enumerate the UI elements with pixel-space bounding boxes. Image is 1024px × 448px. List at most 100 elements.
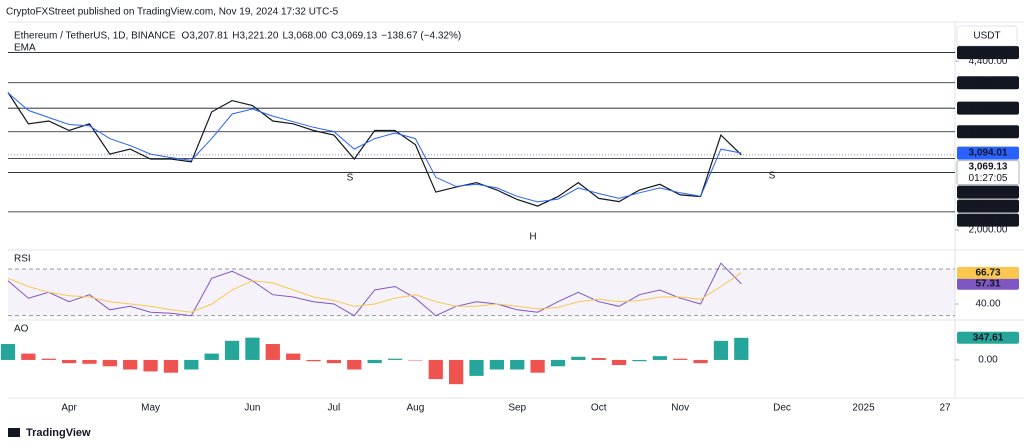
price-badge: 4,093.92 <box>969 77 1008 88</box>
ao-bar <box>306 359 321 362</box>
price-badge-bg <box>956 160 1020 186</box>
currency-box[interactable] <box>956 25 1018 47</box>
ao-bar <box>530 359 545 373</box>
ao-bar <box>449 359 464 385</box>
y-tick-label: 4,400.00 <box>969 56 1008 67</box>
ao-bar <box>571 356 586 360</box>
value-badge-bg <box>957 277 1019 290</box>
pane-title: RSI <box>14 254 31 265</box>
ao-bar <box>102 359 117 367</box>
price-badge-bg <box>957 46 1019 60</box>
price-badge: 3,017.02 <box>969 187 1008 198</box>
price-badge-bg <box>957 76 1019 90</box>
ao-bar <box>673 358 688 360</box>
x-tick-label: 27 <box>939 403 951 414</box>
price-badge: 3,732.31 <box>969 103 1008 114</box>
pane-title: AO <box>14 324 29 335</box>
tv-logo: TradingView <box>8 427 91 439</box>
ao-bar <box>184 359 199 370</box>
ao-bar <box>286 353 301 360</box>
ao-bar <box>428 359 443 380</box>
ao-bar <box>224 340 240 360</box>
ao-bar <box>469 359 484 376</box>
brand: TradingView <box>26 427 91 439</box>
change: −138.67 (−4.32%) <box>381 31 461 42</box>
ao-bar <box>713 340 729 360</box>
ao-bar <box>347 359 362 370</box>
currency[interactable]: USDT <box>973 31 1000 42</box>
ao-bar <box>510 359 525 370</box>
series-line <box>7 92 742 203</box>
x-tick-label: Sep <box>508 403 526 414</box>
annotation: H <box>529 232 536 243</box>
series-line <box>7 262 742 317</box>
price-badge-bg <box>957 125 1019 139</box>
ao-bar <box>367 359 382 364</box>
price-badge: 4,522.35 <box>969 47 1008 58</box>
annotation: S <box>347 173 354 184</box>
value-badge: 66.73 <box>975 267 1000 278</box>
value-badge: 347.61 <box>973 332 1004 343</box>
y-tick-label: 40.00 <box>975 299 1000 310</box>
x-tick-label: Jul <box>328 403 341 414</box>
ohlc-key: C <box>331 31 338 42</box>
value-badge-bg <box>957 331 1019 344</box>
x-tick-label: Nov <box>671 403 689 414</box>
ohlc-value: 3,207.81 <box>189 31 228 42</box>
ao-bar <box>21 353 36 360</box>
x-tick-label: Dec <box>773 403 791 414</box>
x-tick-label: 2025 <box>852 403 875 414</box>
ao-bar <box>591 358 606 360</box>
ao-bar <box>550 359 566 367</box>
symbol: Ethereum / TetherUS, 1D, BINANCE <box>14 31 176 42</box>
rsi-band <box>8 269 955 316</box>
x-tick-label: May <box>141 403 160 414</box>
ao-bar <box>123 359 138 370</box>
x-tick-label: Oct <box>591 403 607 414</box>
ao-bar <box>204 353 219 360</box>
ohlc-value: 3,069.13 <box>338 31 377 42</box>
ao-bar <box>0 344 16 360</box>
x-tick-label: Aug <box>406 403 424 414</box>
price-badge-bg <box>957 146 1019 160</box>
ao-bar <box>41 358 56 360</box>
ohlc-value: 3,068.00 <box>288 31 327 42</box>
ao-bar <box>387 358 403 360</box>
ohlc-key: H <box>232 31 239 42</box>
price-badge-bg <box>957 185 1019 199</box>
ao-bar <box>163 359 179 373</box>
price-badge-bg <box>957 213 1019 227</box>
price-badge-bg <box>957 101 1019 115</box>
ao-bar <box>245 337 260 360</box>
annotation: S <box>769 171 776 182</box>
value-badge: 57.31 <box>975 278 1000 289</box>
logo-mark <box>8 428 20 437</box>
series-line <box>7 272 742 313</box>
price-badge: 2,817.00 <box>969 201 1008 212</box>
ao-bar <box>652 356 667 360</box>
countdown: 01:27:05 <box>969 173 1008 184</box>
ao-bar <box>82 359 97 364</box>
series-line <box>7 92 742 207</box>
ohlc-key: O <box>182 31 190 42</box>
ao-bar <box>61 359 77 364</box>
ao-bar <box>408 359 423 361</box>
ao-bar <box>734 337 749 360</box>
ao-bar <box>326 359 342 364</box>
price-badge: 3,397.63 <box>969 126 1008 137</box>
ohlc-value: 3,221.20 <box>240 31 279 42</box>
ao-bar <box>693 359 708 364</box>
ao-bar <box>143 359 158 372</box>
ao-bar <box>611 359 627 366</box>
ao-bar <box>265 344 280 360</box>
x-tick-label: Apr <box>61 403 77 414</box>
price-badge-bg <box>957 199 1019 213</box>
x-tick-label: Jun <box>244 403 260 414</box>
y-tick-label: 2,000.00 <box>969 225 1008 236</box>
ao-bar <box>632 359 647 362</box>
y-tick-label: 0.00 <box>978 355 998 366</box>
published-line: CryptoFXStreet published on TradingView.… <box>6 7 339 18</box>
